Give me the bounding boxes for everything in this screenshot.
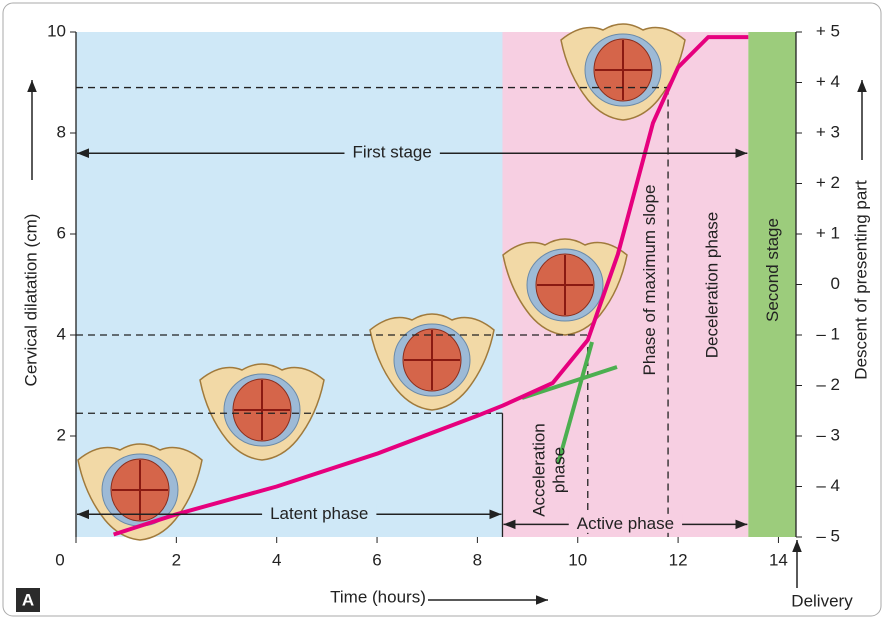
span-label-bg — [344, 142, 440, 162]
pelvis-illustration — [560, 23, 686, 121]
x-tick-label: 12 — [669, 550, 688, 569]
suture — [404, 330, 460, 390]
x-end-label: Delivery — [791, 591, 853, 610]
phase-label: Second stage — [763, 218, 782, 322]
y-tick-label: 8 — [57, 122, 66, 141]
x-axis-title: Time (hours) — [330, 587, 426, 606]
y2-tick-label: – 2 — [816, 375, 840, 394]
x-tick-label: 0 — [55, 550, 64, 569]
y2-tick-label: 0 — [831, 274, 840, 293]
span-label: Active phase — [577, 514, 674, 533]
y2-tick-label: + 3 — [816, 122, 840, 141]
suture — [234, 380, 290, 440]
y2-tick-label: + 4 — [816, 72, 840, 91]
panel-label-bg — [16, 588, 40, 612]
y-tick-label: 2 — [57, 425, 66, 444]
suture — [537, 255, 593, 315]
y2-tick-label: – 1 — [816, 324, 840, 343]
x-tick-label: 6 — [372, 550, 381, 569]
y2-tick-label: + 5 — [816, 21, 840, 40]
x-tick-label: 14 — [769, 550, 788, 569]
x-tick-label: 10 — [568, 550, 587, 569]
span-label: Latent phase — [270, 504, 368, 523]
y-tick-label: 6 — [57, 223, 66, 242]
pelvis-illustration — [369, 313, 495, 411]
suture — [595, 40, 651, 100]
span-label-bg — [262, 503, 377, 523]
panel-label: A — [22, 590, 34, 609]
y2-tick-label: + 1 — [816, 223, 840, 242]
y-axis-title: Cervical dilatation (cm) — [21, 214, 40, 387]
y-tick-label: 4 — [57, 324, 66, 343]
phase-label: phase — [550, 447, 569, 493]
tangent-mark — [556, 341, 594, 465]
phase-label: Deceleration phase — [703, 212, 722, 358]
y2-tick-label: – 4 — [816, 476, 840, 495]
y2-tick-label: – 3 — [816, 425, 840, 444]
y2-tick-label: – 5 — [816, 526, 840, 545]
y2-tick-label: + 2 — [816, 173, 840, 192]
phase-label: Phase of maximum slope — [640, 185, 659, 376]
pelvis-illustration — [199, 363, 325, 461]
dilatation-curve — [112, 35, 749, 537]
y-tick-label: 10 — [47, 21, 66, 40]
span-label: First stage — [352, 143, 431, 162]
x-tick-label: 4 — [272, 550, 281, 569]
phase-region — [748, 32, 796, 537]
y2-axis-title: Descent of presenting part — [851, 180, 870, 380]
phase-label: Acceleration — [530, 423, 549, 517]
tangent-mark — [521, 365, 618, 400]
x-tick-label: 8 — [473, 550, 482, 569]
x-tick-label: 2 — [172, 550, 181, 569]
span-label-bg — [568, 513, 683, 533]
